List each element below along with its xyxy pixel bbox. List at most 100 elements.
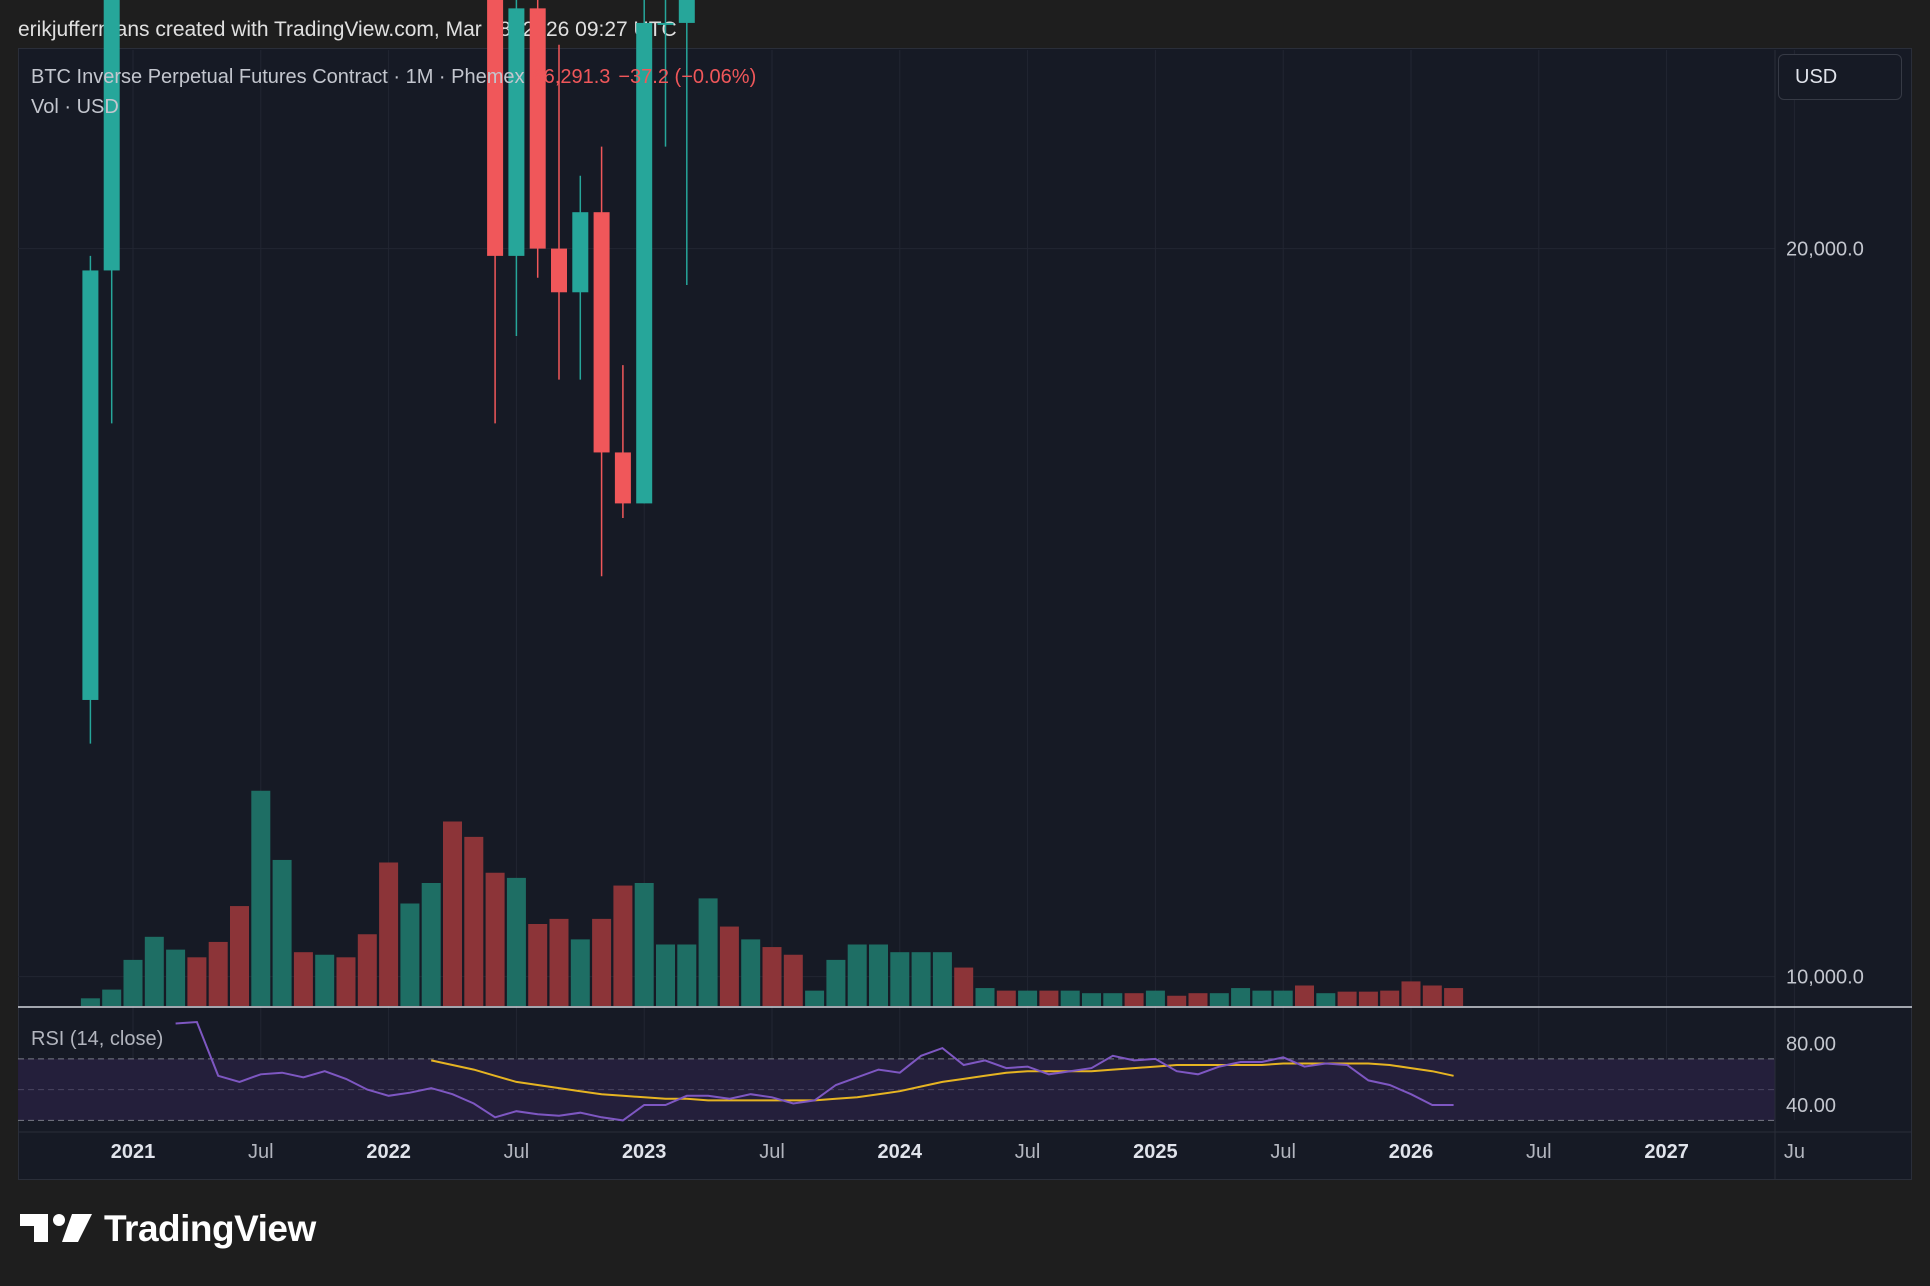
volume-bar [634, 883, 654, 1006]
volume-bar [570, 939, 590, 1006]
volume-bar [464, 836, 484, 1006]
volume-bar [911, 952, 931, 1006]
price-tick-label: 20,000.0 [1786, 239, 1864, 261]
time-tick-label: Jul [1526, 1141, 1552, 1163]
volume-bar [528, 924, 548, 1006]
volume-bar [1380, 990, 1400, 1006]
volume-bar [1209, 993, 1229, 1006]
volume-bar [1124, 993, 1144, 1006]
volume-bar [230, 906, 249, 1006]
volume-bar [293, 952, 313, 1006]
volume-bar [1358, 991, 1378, 1006]
candle-body [678, 0, 695, 23]
volume-bar [1167, 995, 1187, 1006]
volume-bars [80, 790, 1464, 1006]
volume-bar [890, 952, 910, 1006]
volume-bar [869, 944, 888, 1006]
candle-body [614, 452, 631, 504]
candle-body [103, 0, 120, 271]
volume-bar [805, 990, 825, 1006]
volume-bar [996, 990, 1016, 1006]
symbol-legend[interactable]: BTC Inverse Perpetual Futures Contract ·… [31, 66, 756, 89]
rsi-line [175, 1020, 1454, 1122]
candle-body [487, 0, 504, 256]
volume-bar [421, 883, 441, 1006]
volume-bar [592, 918, 612, 1006]
time-tick-label: 2023 [622, 1141, 667, 1163]
candle-body [593, 212, 610, 453]
volume-bar [80, 998, 100, 1006]
time-tick-label: 2026 [1389, 1141, 1434, 1163]
axes: 10,000.0 20,000.0 80.00 40.00 2021 Jul 2022 Jul… [18, 50, 1912, 1180]
volume-bar [1231, 988, 1251, 1006]
candle-body [657, 22, 674, 25]
volume-bar [1018, 990, 1038, 1006]
rsi-legend[interactable]: RSI (14, close) [31, 1028, 164, 1050]
volume-bar [698, 898, 718, 1006]
volume-legend[interactable]: Vol · USD [31, 96, 119, 118]
volume-bar [1145, 990, 1165, 1006]
legend-price: 66,291.3 [532, 66, 611, 88]
volume-bar [506, 877, 526, 1006]
volume-bar [1188, 993, 1208, 1006]
time-tick-label: 2025 [1133, 1141, 1178, 1163]
volume-bar [102, 989, 122, 1006]
volume-bar [932, 952, 952, 1006]
currency-button[interactable]: USD [1778, 54, 1902, 100]
volume-bar [187, 957, 207, 1006]
volume-bar [208, 941, 228, 1006]
time-tick-label: 2021 [111, 1141, 156, 1163]
volume-bar [549, 918, 569, 1006]
volume-bar [357, 934, 377, 1006]
rsi-tick-label: 40.00 [1786, 1095, 1836, 1117]
rsi-ma-line [430, 1059, 1454, 1102]
tradingview-logo-icon [20, 1214, 92, 1242]
symbol-title: BTC Inverse Perpetual Futures Contract ·… [31, 66, 525, 88]
candles [82, 0, 695, 744]
volume-bar [1082, 993, 1101, 1006]
volume-bar [1337, 991, 1357, 1006]
volume-bar [379, 862, 399, 1006]
volume-bar [1401, 981, 1421, 1006]
candle-body [508, 8, 525, 256]
volume-bar [741, 939, 761, 1006]
volume-bar [719, 926, 739, 1006]
volume-bar [847, 944, 867, 1006]
volume-bar [1060, 990, 1080, 1006]
rsi-tick-label: 80.00 [1786, 1034, 1836, 1056]
volume-bar [400, 903, 420, 1006]
volume-bar [975, 988, 995, 1006]
candle-body [572, 212, 589, 293]
tradingview-logo[interactable]: TradingView [20, 1208, 316, 1250]
time-tick-label: Jul [248, 1141, 274, 1163]
volume-bar [1295, 985, 1314, 1006]
tradingview-wordmark: TradingView [104, 1208, 316, 1249]
volume-bar [762, 947, 782, 1006]
time-tick-label: 2022 [366, 1141, 411, 1163]
volume-bar [613, 885, 633, 1006]
volume-bar [1316, 993, 1336, 1006]
legend-change: −37.2 (−0.06%) [618, 66, 757, 88]
time-tick-label: 2024 [878, 1141, 923, 1163]
volume-bar [1103, 993, 1123, 1006]
time-tick-label: Ju [1784, 1141, 1805, 1163]
volume-bar [315, 954, 335, 1006]
candle-body [636, 22, 653, 504]
volume-bar [166, 949, 186, 1006]
time-tick-label: Jul [504, 1141, 530, 1163]
rsi-pane [175, 1020, 1454, 1122]
time-tick-label: 2027 [1644, 1141, 1689, 1163]
volume-bar [1252, 990, 1272, 1006]
volume-bar [443, 821, 462, 1006]
volume-bar [1422, 985, 1442, 1006]
volume-bar [1273, 990, 1293, 1006]
volume-bar [1444, 988, 1464, 1006]
time-tick-label: Jul [1015, 1141, 1041, 1163]
volume-bar [783, 954, 803, 1006]
volume-bar [144, 936, 164, 1006]
volume-bar [826, 959, 846, 1006]
volume-bar [251, 790, 271, 1006]
volume-bar [272, 859, 292, 1006]
volume-bar [677, 944, 697, 1006]
